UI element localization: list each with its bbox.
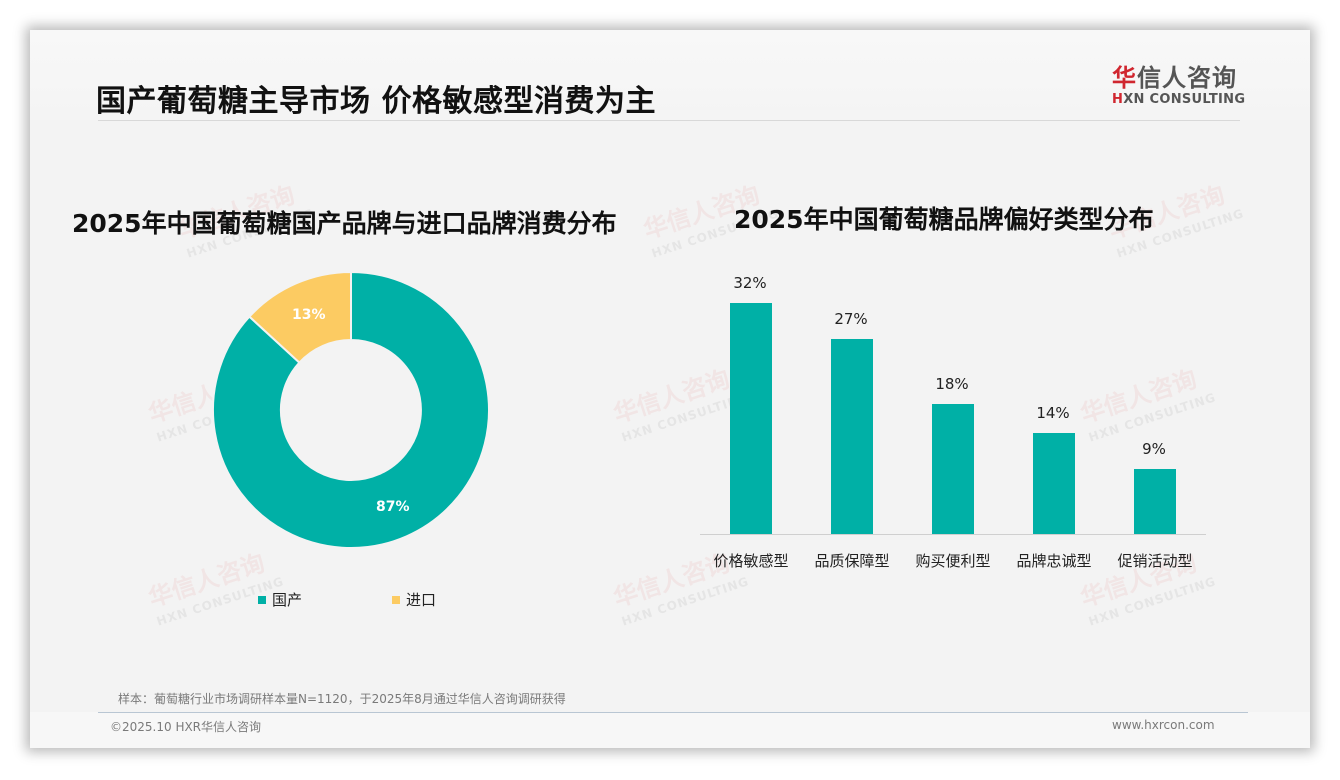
sample-note: 样本：葡萄糖行业市场调研样本量N=1120，于2025年8月通过华信人咨询调研获… — [118, 692, 566, 706]
bar-chart: 32% 价格敏感型 27% 品质保障型 18% 购买便利型 14% 品牌忠诚型 … — [700, 270, 1206, 570]
bar-category: 品牌忠诚型 — [1016, 552, 1092, 570]
bar-value: 14% — [1036, 404, 1070, 422]
legend-swatch-teal — [258, 595, 266, 604]
bar-brand-loyal[interactable] — [1033, 433, 1075, 534]
footer-band — [30, 712, 1310, 748]
slide: 国产葡萄糖主导市场 价格敏感型消费为主 华信人咨询 HXN CONSULTING… — [30, 30, 1310, 748]
bar-value: 9% — [1142, 440, 1166, 458]
legend-item-import: 进口 — [392, 589, 436, 610]
bar-chart-title: 2025年中国葡萄糖品牌偏好类型分布 — [734, 205, 1154, 234]
donut-slice-import[interactable] — [247, 270, 352, 365]
copyright: ©2025.10 HXR华信人咨询 — [110, 720, 262, 734]
donut-chart-title: 2025年中国葡萄糖国产品牌与进口品牌消费分布 — [72, 209, 617, 238]
bar-value: 32% — [733, 274, 767, 292]
bar-value: 27% — [834, 310, 868, 328]
x-axis-line — [700, 534, 1206, 535]
donut-slice-domestic[interactable] — [212, 270, 490, 549]
donut-chart: 13% 87% — [212, 270, 490, 549]
bar-category: 购买便利型 — [915, 552, 991, 570]
bar-category: 促销活动型 — [1117, 552, 1193, 570]
bar-value: 18% — [935, 375, 969, 393]
slice-label-domestic: 87% — [376, 499, 410, 515]
slice-label-import: 13% — [292, 307, 326, 323]
footer-divider — [98, 712, 1248, 713]
bar-quality[interactable] — [831, 339, 873, 534]
bar-convenience[interactable] — [932, 404, 974, 534]
bar-category: 价格敏感型 — [713, 552, 789, 570]
page-title: 国产葡萄糖主导市场 价格敏感型消费为主 — [96, 84, 656, 119]
legend-swatch-yellow — [392, 595, 400, 604]
logo: 华信人咨询 HXN CONSULTING — [1112, 64, 1246, 108]
website-link[interactable]: www.hxrcon.com — [1112, 718, 1215, 732]
legend-item-domestic: 国产 — [258, 589, 302, 610]
donut-svg — [212, 270, 490, 549]
title-divider — [98, 120, 1240, 121]
header-band — [30, 30, 1310, 120]
logo-cn: 华信人咨询 — [1112, 64, 1237, 92]
bar-promotion[interactable] — [1134, 469, 1176, 534]
bar-category: 品质保障型 — [814, 552, 890, 570]
logo-en: HXN CONSULTING — [1112, 92, 1246, 107]
bar-price-sensitive[interactable] — [730, 303, 772, 534]
